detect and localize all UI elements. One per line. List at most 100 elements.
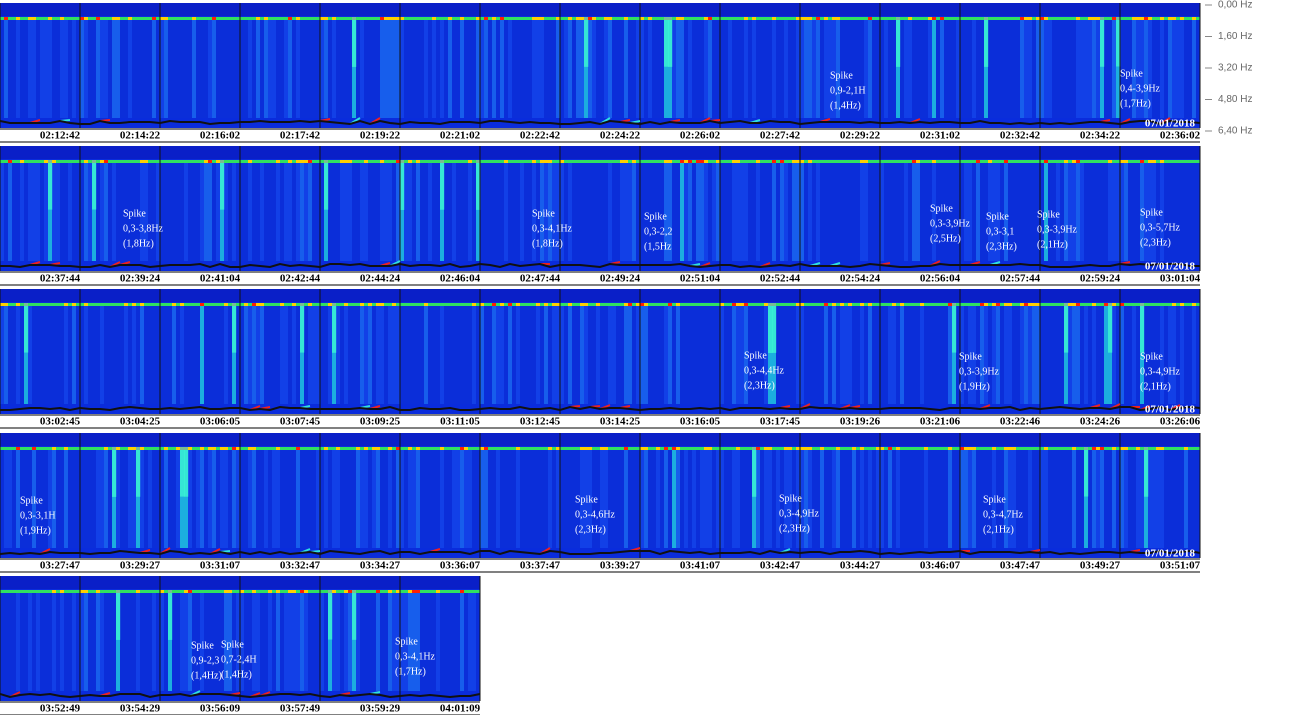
spectrum-column (1020, 303, 1024, 404)
low-band (460, 590, 464, 593)
spectrum-column (240, 447, 244, 548)
low-band (336, 303, 340, 306)
low-band (1016, 17, 1020, 20)
low-band (260, 17, 264, 20)
low-band (1064, 447, 1068, 450)
low-band (1092, 17, 1096, 20)
low-band (296, 160, 300, 163)
spectrum-column (108, 590, 112, 691)
low-band (756, 303, 760, 306)
spectrum-column (412, 447, 416, 548)
spectrum-column (32, 17, 36, 118)
spectrum-column (1112, 160, 1116, 261)
spectrum-column (616, 17, 620, 118)
low-band (632, 160, 636, 163)
low-band (1128, 17, 1132, 20)
spectrum-column (592, 160, 596, 261)
spectrum-column (776, 160, 780, 261)
spectrum-column (0, 590, 4, 691)
spectrum-column (244, 17, 248, 118)
spectrum-column (744, 447, 748, 548)
low-band (484, 160, 488, 163)
low-band (524, 17, 528, 20)
low-band (304, 590, 308, 593)
low-band (1080, 160, 1084, 163)
low-band (1148, 17, 1152, 20)
low-band (1112, 447, 1116, 450)
low-band (608, 160, 612, 163)
spectrum-column (92, 17, 96, 118)
low-band (588, 17, 592, 20)
low-band (500, 160, 504, 163)
spectrum-column (712, 17, 716, 118)
spectrum-column (1164, 17, 1168, 118)
spectrum-column (124, 447, 128, 548)
spectrum-column (436, 303, 440, 404)
spectrum-column (364, 303, 368, 404)
low-band (912, 17, 916, 20)
low-band (804, 447, 808, 450)
low-band (492, 447, 496, 450)
spectrum-column (1064, 303, 1068, 404)
spike-column (48, 160, 53, 210)
spectrum-column (244, 447, 248, 548)
time-label: 03:22:46 (1000, 416, 1041, 428)
spectrum-column (1092, 17, 1096, 118)
low-band (1080, 447, 1084, 450)
low-band (284, 590, 288, 593)
spectrum-column (1088, 447, 1092, 548)
spectrum-column (692, 303, 696, 404)
spectrum-column (588, 447, 592, 548)
spectrum-column (172, 160, 176, 261)
low-band (756, 447, 760, 450)
low-band (324, 17, 328, 20)
low-band (868, 160, 872, 163)
spectrum-column (708, 17, 712, 118)
spectrum-column (1056, 17, 1060, 118)
low-band (688, 447, 692, 450)
spectrum-column (392, 17, 396, 118)
spectrum-column (964, 17, 968, 118)
low-band (220, 590, 224, 593)
spectrum-column (804, 160, 808, 261)
low-band (860, 17, 864, 20)
low-band (648, 160, 652, 163)
low-band (40, 160, 44, 163)
spectrum-column (84, 447, 88, 548)
low-band (832, 447, 836, 450)
spectrum-column (740, 17, 744, 118)
spectrum-column (1012, 447, 1016, 548)
spectrum-column (756, 447, 760, 548)
spectrum-column (284, 160, 288, 261)
low-band (1168, 17, 1172, 20)
low-band (704, 447, 708, 450)
spectrum-column (376, 160, 380, 261)
low-band (456, 160, 460, 163)
low-band (1132, 17, 1136, 20)
spectrum-column (856, 303, 860, 404)
low-band (120, 447, 124, 450)
low-band (160, 447, 164, 450)
spectrum-column (700, 303, 704, 404)
low-band (892, 17, 896, 20)
spectrum-column (88, 17, 92, 118)
spectrum-column (428, 590, 432, 691)
spectrum-column (576, 17, 580, 118)
low-band (124, 17, 128, 20)
low-band (332, 160, 336, 163)
low-band (836, 303, 840, 306)
low-band (348, 447, 352, 450)
spectrum-column (568, 303, 572, 404)
time-label: 03:59:29 (360, 703, 401, 715)
spectrum-column (96, 17, 100, 118)
low-band (832, 17, 836, 20)
low-band (828, 160, 832, 163)
low-band (800, 303, 804, 306)
spectrum-column (216, 17, 220, 118)
spectrum-column (612, 303, 616, 404)
spectrum-column (888, 17, 892, 118)
spectrum-column (420, 303, 424, 404)
spectrum-column (672, 447, 676, 548)
spectrum-column (328, 447, 332, 548)
low-band (76, 447, 80, 450)
